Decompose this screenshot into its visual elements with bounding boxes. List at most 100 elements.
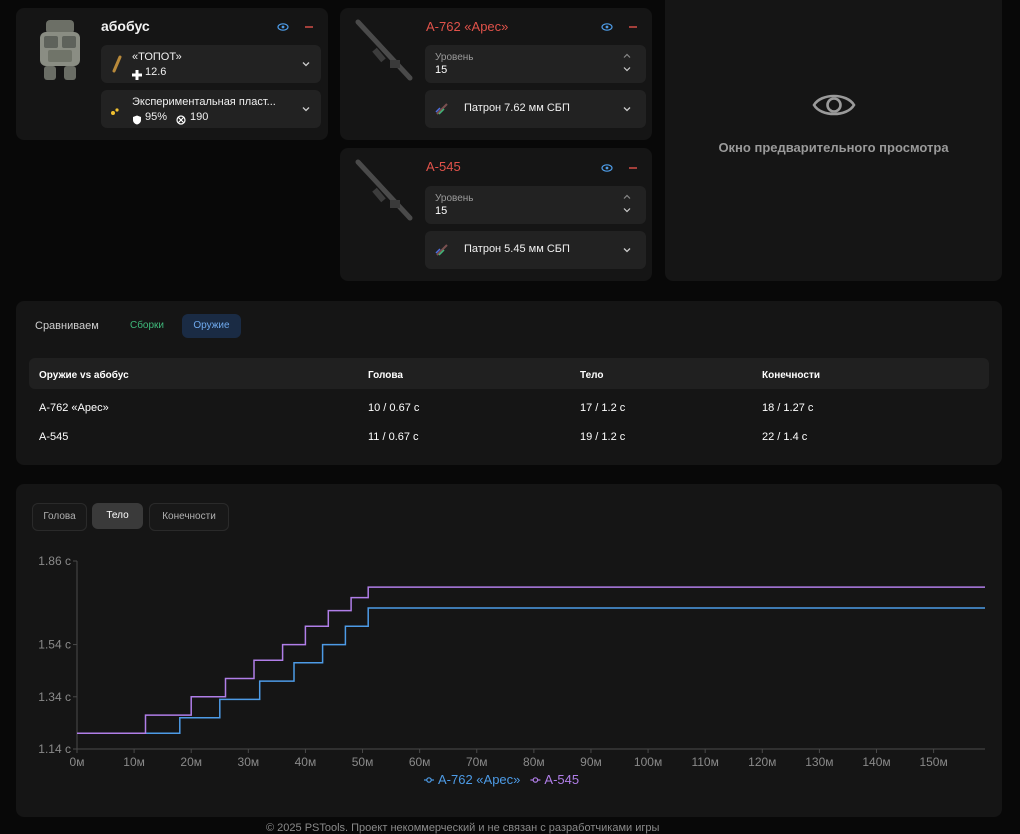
weapon-name: А-545 [426,159,461,174]
level-value: 15 [435,64,448,76]
chevron-up-icon[interactable] [621,50,633,62]
chevron-down-icon[interactable] [621,63,633,75]
table-row: А-545 11 / 0.67 с 19 / 1.2 с 22 / 1.4 с [29,426,989,448]
tab-weapons[interactable]: Оружие [182,314,241,338]
tab-limbs[interactable]: Конечности [149,503,229,531]
table-cell: 17 / 1.2 с [580,402,626,414]
preview-panel: Окно предварительного просмотра [665,0,1002,281]
x-tick-label: 140м [862,755,890,769]
eye-icon[interactable] [601,161,613,173]
armor-percent: 95% [145,111,168,123]
level-value: 15 [435,205,448,217]
remove-icon[interactable] [627,161,639,173]
shield-icon [132,112,142,125]
x-tick-label: 120м [748,755,776,769]
chevron-down-icon [300,103,312,115]
remove-icon[interactable] [303,20,315,32]
chevron-down-icon [621,103,633,115]
chart-card: Голова Тело Конечности 1.14 с 1.34 с 1.54 … [16,484,1002,817]
durability-icon [176,112,186,125]
legend-label[interactable]: А-545 [544,772,579,787]
x-tick-label: 150м [919,755,947,769]
ammo-icon [435,102,449,116]
level-label: Уровень [435,52,474,63]
ammo-select[interactable]: Патрон 7.62 мм СБП [425,90,646,128]
y-tick-label: 1.54 с [38,638,71,652]
column-header: Конечности [762,370,820,381]
compare-table-header: Оружие vs абобус Голова Тело Конечности [29,358,989,389]
x-tick-label: 50м [352,755,374,769]
armor-name: Экспериментальная пласт... [132,96,276,108]
remove-icon[interactable] [627,20,639,32]
y-tick-label: 1.86 с [38,554,71,568]
tab-head[interactable]: Голова [32,503,87,531]
legend-marker [426,777,432,783]
health-icon [132,67,142,80]
y-tick-label: 1.34 с [38,690,71,704]
chevron-down-icon[interactable] [621,204,633,216]
compare-label: Сравниваем [35,320,99,332]
x-tick-label: 80м [523,755,545,769]
series-line-1 [77,607,985,735]
x-tick-label: 10м [123,755,145,769]
x-tick-label: 100м [634,755,662,769]
level-stepper[interactable]: Уровень 15 [425,45,646,83]
table-cell: А-762 «Арес» [39,402,109,414]
compare-card: Сравниваем Сборки Оружие Оружие vs абобу… [16,301,1002,465]
table-cell: 22 / 1.4 с [762,431,808,443]
table-cell: А-545 [39,431,69,443]
column-header: Голова [368,370,403,381]
weapon-card: А-545 Уровень 15 Патрон 5.45 мм СБП [340,148,652,281]
table-cell: 18 / 1.27 с [762,402,814,414]
legend-label[interactable]: А-762 «Арес» [438,772,520,787]
series-line-2 [77,586,985,735]
damage-time-chart: 1.14 с 1.34 с 1.54 с 1.86 с 0м 10м 20м 30м 40м 5… [38,554,985,787]
x-tick-label: 90м [580,755,602,769]
column-header: Тело [580,370,604,381]
ammo-icon [435,243,449,257]
armor-thumbnail [34,16,86,82]
column-header: Оружие vs абобус [39,370,129,381]
preview-text: Окно предварительного просмотра [718,140,949,155]
ammo-select[interactable]: Патрон 5.45 мм СБП [425,231,646,269]
tab-body[interactable]: Тело [92,503,143,529]
rifle-thumbnail [354,18,414,84]
helmet-icon [111,55,123,73]
armor-select[interactable]: Экспериментальная пласт... 95% 190 [101,90,321,128]
helmet-stat: 12.6 [145,66,167,78]
x-tick-label: 110м [691,755,718,769]
footer-text: © 2025 PSTools. Проект некоммерческий и … [266,822,660,834]
x-tick-label: 0м [70,755,85,769]
x-tick-label: 70м [466,755,488,769]
armor-durability: 190 [190,111,209,123]
tab-builds[interactable]: Сборки [129,320,165,331]
build-card: абобус «ТОПОТ» 12.6 Экспериментальная пл… [16,8,328,140]
table-cell: 19 / 1.2 с [580,431,626,443]
x-tick-label: 40м [295,755,317,769]
weapon-card: А-762 «Арес» Уровень 15 Патрон 7.62 мм С… [340,8,652,140]
chevron-up-icon[interactable] [621,191,633,203]
weapon-name: А-762 «Арес» [426,19,509,34]
x-tick-label: 130м [805,755,833,769]
eye-icon[interactable] [601,20,613,32]
x-tick-label: 60м [409,755,431,769]
level-label: Уровень [435,193,474,204]
ammo-name: Патрон 5.45 мм СБП [464,243,570,255]
chevron-down-icon [621,244,633,256]
armor-plate-icon [109,104,121,116]
helmet-select[interactable]: «ТОПОТ» 12.6 [101,45,321,83]
build-name: абобус [101,18,150,34]
x-tick-label: 30м [238,755,260,769]
y-tick-label: 1.14 с [38,742,71,756]
chevron-down-icon [300,58,312,70]
legend-marker [532,777,539,783]
x-tick-label: 20м [180,755,202,769]
ammo-name: Патрон 7.62 мм СБП [464,102,570,114]
table-row: А-762 «Арес» 10 / 0.67 с 17 / 1.2 с 18 /… [29,397,989,419]
table-cell: 10 / 0.67 с [368,402,420,414]
level-stepper[interactable]: Уровень 15 [425,186,646,224]
table-cell: 11 / 0.67 с [368,431,419,443]
eye-icon[interactable] [277,20,289,32]
eye-icon [811,88,857,122]
helmet-name: «ТОПОТ» [132,51,182,63]
